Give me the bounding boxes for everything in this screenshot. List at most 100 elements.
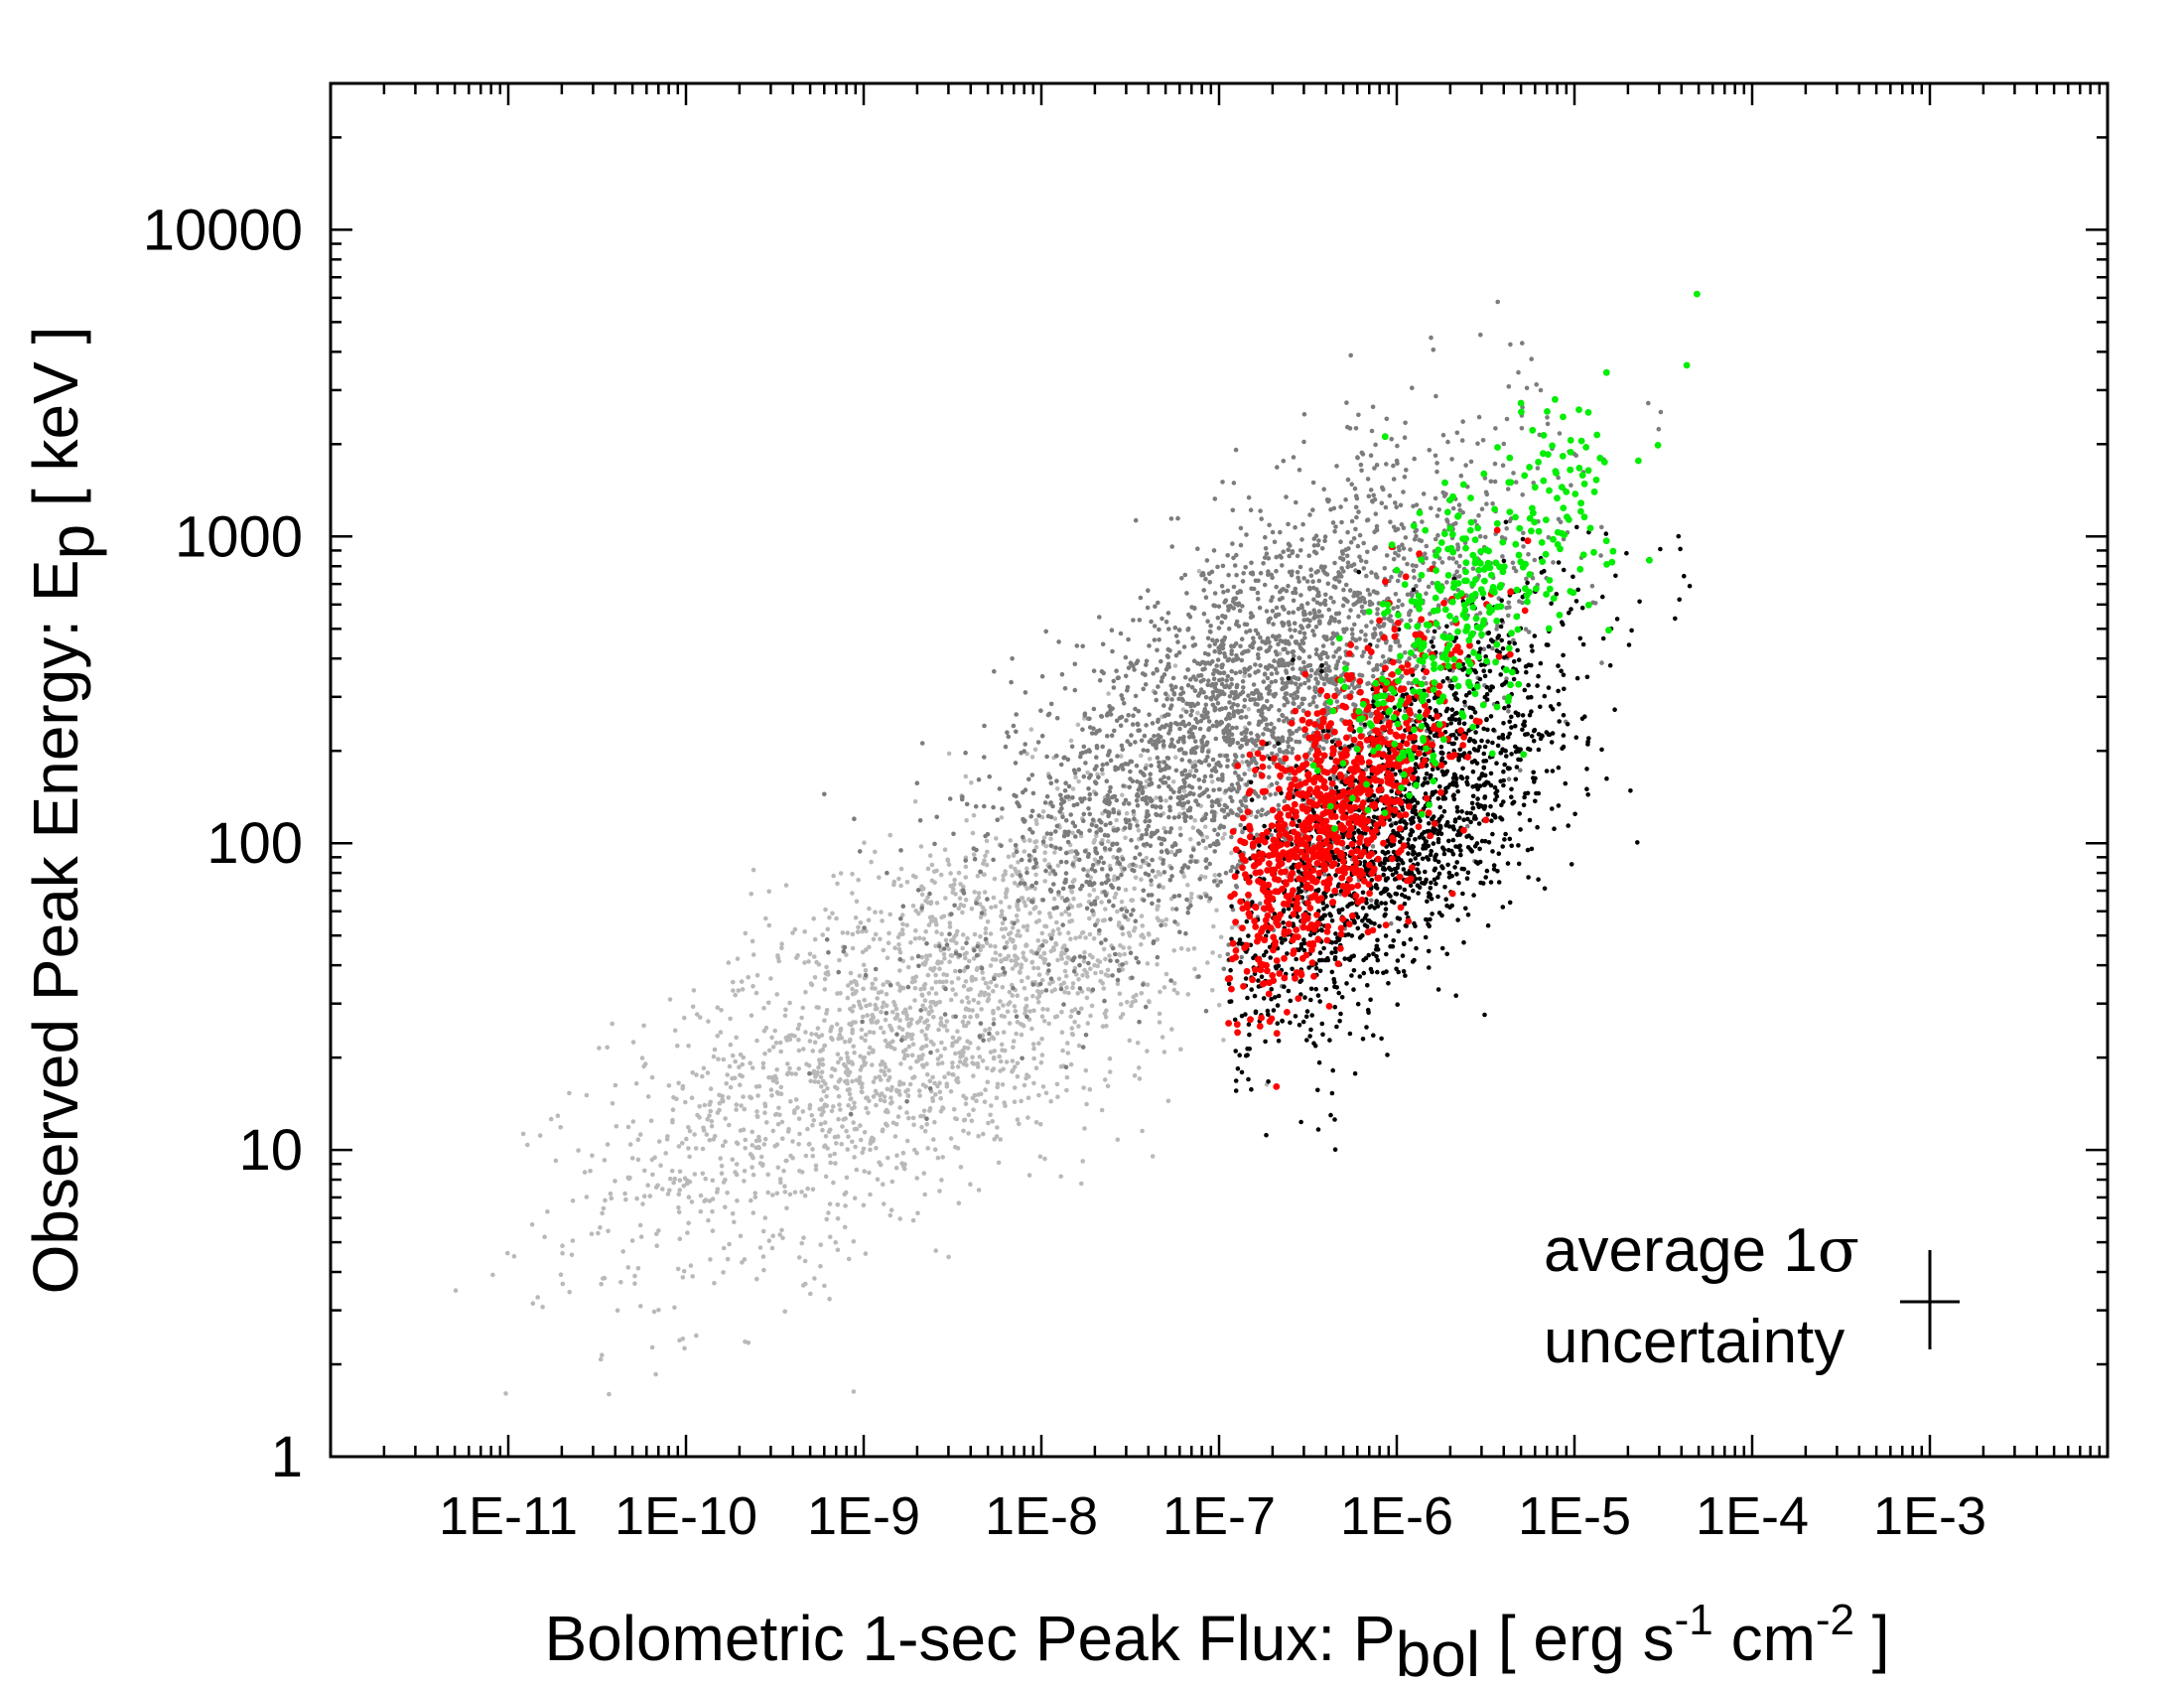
data-point <box>1064 897 1070 902</box>
data-point <box>822 987 828 992</box>
data-point <box>1286 583 1291 589</box>
data-point <box>1045 813 1051 819</box>
data-point <box>1414 533 1419 539</box>
data-point <box>727 1063 733 1069</box>
data-point <box>1238 799 1244 804</box>
data-point <box>1345 564 1350 570</box>
data-point <box>1365 681 1370 686</box>
data-point <box>728 1042 734 1048</box>
data-point <box>824 964 829 970</box>
data-point <box>1055 863 1061 868</box>
data-point <box>1024 1072 1029 1077</box>
data-point <box>1186 783 1192 788</box>
data-point <box>1123 914 1128 919</box>
data-point <box>1205 635 1211 641</box>
data-point <box>850 872 855 877</box>
data-point <box>727 1241 732 1247</box>
data-point <box>879 1068 884 1073</box>
data-point <box>836 1116 841 1122</box>
data-point <box>1282 702 1287 708</box>
data-point <box>1232 753 1238 758</box>
data-point <box>824 1011 829 1016</box>
data-point <box>976 1134 981 1139</box>
data-point <box>1346 615 1351 620</box>
data-point <box>567 1090 572 1096</box>
data-point <box>1319 651 1324 656</box>
data-point <box>962 1014 967 1020</box>
data-point <box>925 895 930 900</box>
data-point <box>1331 653 1336 659</box>
data-point <box>957 1036 962 1042</box>
data-point <box>1357 672 1362 678</box>
data-point <box>1299 638 1304 643</box>
data-point <box>957 952 962 958</box>
data-point <box>865 1095 870 1100</box>
data-point <box>1089 1003 1095 1009</box>
data-point <box>1308 757 1313 763</box>
data-point <box>859 1064 865 1069</box>
data-point <box>860 949 866 955</box>
data-point <box>1274 636 1279 642</box>
data-point <box>1092 869 1098 874</box>
data-point <box>1374 523 1380 529</box>
data-point <box>765 1172 770 1178</box>
data-point <box>1231 555 1236 561</box>
data-point <box>1035 1000 1041 1005</box>
data-point <box>1412 456 1417 462</box>
data-point <box>1115 909 1120 914</box>
data-point <box>1389 436 1394 442</box>
data-point <box>1001 965 1006 971</box>
data-point <box>1414 563 1419 569</box>
data-point <box>1297 468 1302 473</box>
data-point <box>601 1276 606 1281</box>
data-point <box>694 1072 699 1077</box>
data-point <box>620 1249 625 1254</box>
data-point <box>511 1254 517 1259</box>
data-point <box>895 934 901 940</box>
data-point <box>801 1047 806 1052</box>
data-point <box>826 1210 831 1215</box>
data-point <box>1229 643 1234 648</box>
data-point <box>610 1021 614 1027</box>
data-point <box>1009 958 1014 963</box>
data-point <box>1176 893 1182 899</box>
data-point <box>1163 798 1168 803</box>
data-point <box>1297 682 1303 687</box>
data-point <box>1338 539 1343 544</box>
data-point <box>900 1081 906 1086</box>
data-point <box>1038 1059 1044 1065</box>
data-point <box>850 1027 855 1033</box>
data-point <box>1131 862 1136 867</box>
data-point <box>1093 970 1098 976</box>
data-point <box>1189 708 1194 714</box>
data-point <box>1001 1030 1007 1035</box>
data-point <box>1044 754 1049 760</box>
data-point <box>1468 459 1474 465</box>
data-point <box>1062 943 1067 948</box>
data-point <box>667 1188 672 1193</box>
data-point <box>1242 795 1247 801</box>
data-point <box>1187 615 1193 620</box>
data-point <box>897 968 902 973</box>
data-point <box>1135 803 1141 808</box>
data-point <box>829 1024 835 1030</box>
data-point <box>1308 567 1313 572</box>
data-point <box>1126 801 1132 806</box>
data-point <box>1374 662 1380 668</box>
data-point <box>680 1083 686 1089</box>
data-point <box>1073 834 1078 839</box>
data-point <box>805 1186 810 1192</box>
data-point <box>1109 628 1115 633</box>
data-point <box>1024 1014 1029 1020</box>
data-point <box>991 1036 997 1042</box>
data-point <box>1295 570 1300 575</box>
data-point <box>1075 991 1080 996</box>
data-point <box>829 1073 834 1079</box>
data-point <box>1326 664 1331 669</box>
data-point <box>1041 950 1047 956</box>
data-point <box>909 1017 914 1023</box>
data-point <box>891 1000 896 1005</box>
data-point <box>1426 584 1432 590</box>
data-point <box>1504 416 1510 422</box>
data-point <box>938 1054 944 1058</box>
